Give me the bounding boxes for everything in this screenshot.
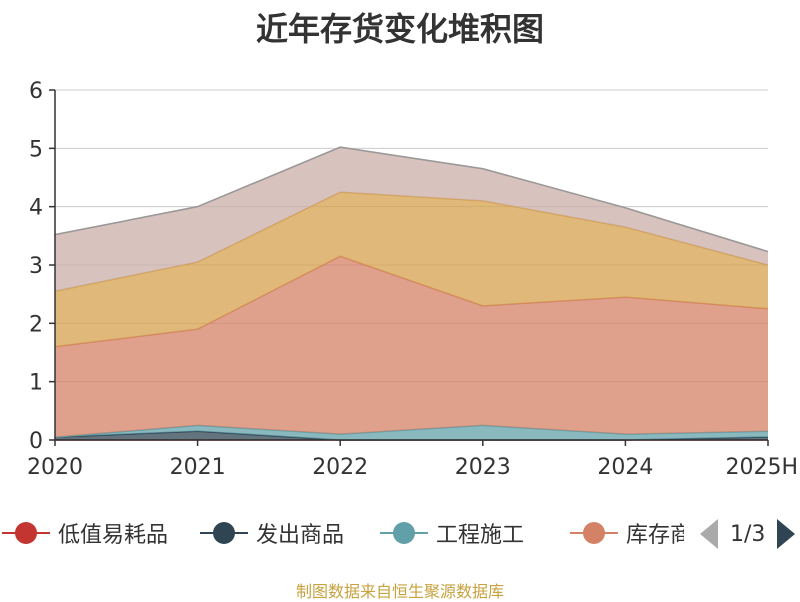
legend-pager: 1/3	[700, 516, 796, 552]
x-tick-label: 2020	[27, 455, 83, 480]
y-tick-label: 2	[29, 312, 43, 337]
legend-item-label: 库存商品	[626, 523, 684, 548]
legend-item[interactable]: 发出商品	[200, 518, 344, 548]
x-tick-label: 2025H	[725, 455, 798, 480]
legend-marker-icon	[570, 518, 618, 548]
x-tick-label: 2024	[597, 455, 653, 480]
x-tick-label: 2021	[170, 455, 226, 480]
area-series-6	[55, 147, 768, 292]
source-note: 制图数据来自恒生聚源数据库	[295, 582, 504, 601]
area-series-4	[55, 256, 768, 438]
y-tick-label: 5	[29, 137, 43, 162]
stacked-areas	[54, 146, 769, 441]
area-top-outline	[54, 146, 769, 253]
legend-prev-page-icon[interactable]	[700, 519, 718, 549]
axes: 0 1 2 3 4 5 6 2020 2021 2022 2023 2024 2025H	[27, 79, 798, 480]
y-tick-label: 0	[29, 429, 43, 454]
x-tick-label: 2023	[455, 455, 511, 480]
y-tick-label: 4	[29, 196, 43, 221]
legend-page-indicator: 1/3	[730, 521, 766, 547]
area-series-5	[55, 192, 768, 347]
legend-marker-dot	[213, 522, 235, 544]
y-tick-label: 1	[29, 371, 43, 396]
area-series-3	[55, 425, 768, 440]
legend-marker-icon	[2, 518, 50, 548]
legend-marker-icon	[200, 518, 248, 548]
legend-item[interactable]: 库存商品	[570, 518, 684, 548]
y-tick-label: 3	[29, 254, 43, 279]
y-tick-label: 6	[29, 79, 43, 104]
legend-marker-dot	[393, 522, 415, 544]
legend-items: 低值易耗品 发出商品 工程施工 库存商品	[0, 512, 684, 556]
legend: 低值易耗品 发出商品 工程施工 库存商品 1/3	[0, 512, 800, 556]
legend-marker-dot	[15, 522, 37, 544]
chart-title: 近年存货变化堆积图	[255, 10, 544, 48]
x-tick-label: 2022	[312, 455, 368, 480]
legend-marker-icon	[380, 518, 428, 548]
legend-item[interactable]: 工程施工	[380, 518, 524, 548]
legend-marker-dot	[583, 522, 605, 544]
area-line-series-3	[54, 424, 769, 438]
legend-item-label: 低值易耗品	[58, 523, 169, 548]
legend-next-page-icon[interactable]	[777, 519, 796, 549]
legend-item-label: 发出商品	[256, 523, 345, 548]
legend-item[interactable]: 低值易耗品	[2, 518, 168, 548]
legend-item-label: 工程施工	[436, 523, 525, 548]
